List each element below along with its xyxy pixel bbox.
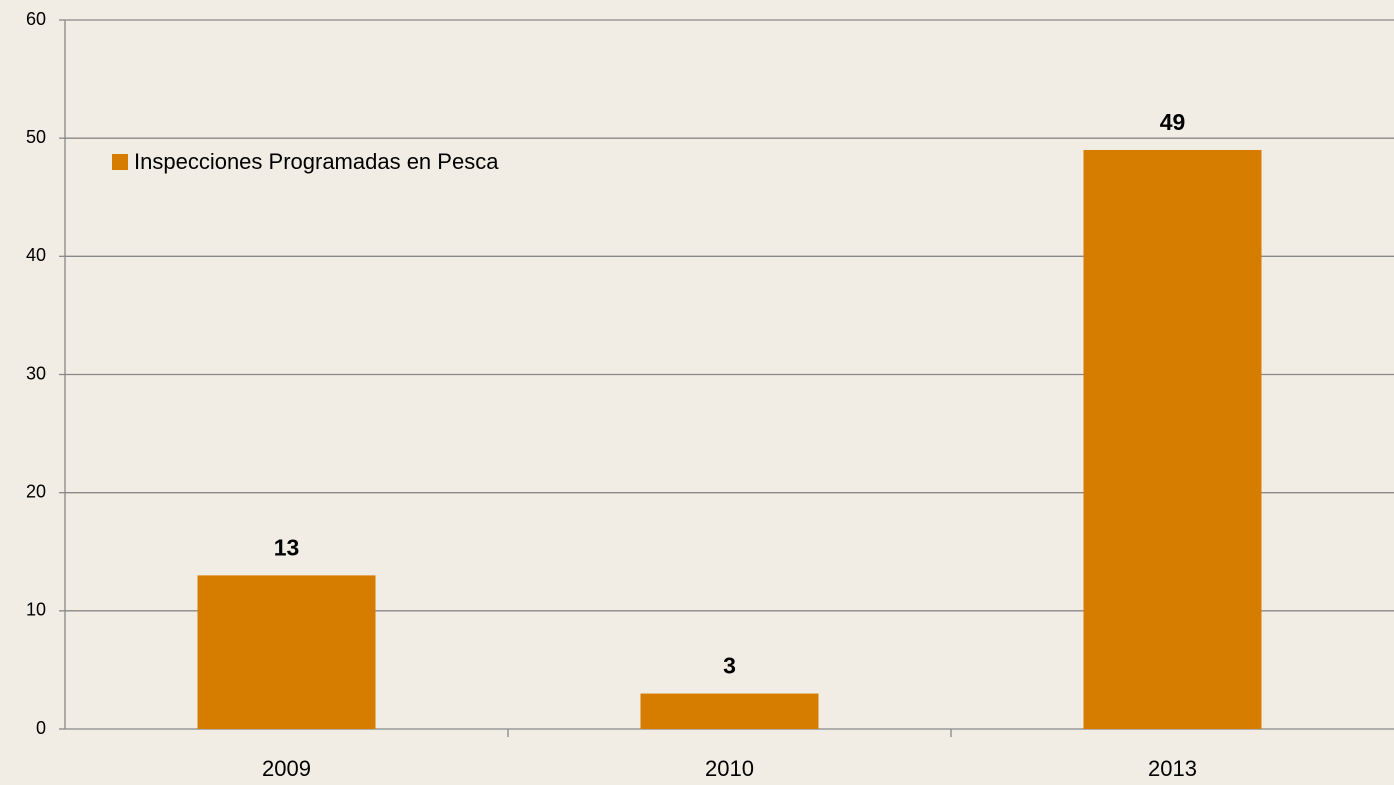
y-tick-label: 10 (26, 600, 46, 620)
y-tick-label: 0 (36, 718, 46, 738)
x-tick-label: 2010 (705, 756, 754, 781)
bar (1083, 149, 1262, 729)
y-tick-label: 30 (26, 363, 46, 383)
legend-label: Inspecciones Programadas en Pesca (134, 149, 499, 174)
y-tick-label: 20 (26, 481, 46, 501)
legend: Inspecciones Programadas en Pesca (112, 146, 552, 178)
bar (640, 693, 819, 729)
x-tick-label: 2013 (1148, 756, 1197, 781)
x-tick-label: 2009 (262, 756, 311, 781)
legend-swatch (112, 154, 128, 170)
data-label: 3 (723, 653, 736, 679)
bar (197, 575, 376, 729)
data-label: 13 (274, 534, 300, 560)
data-label: 49 (1160, 109, 1186, 135)
y-tick-label: 50 (26, 127, 46, 147)
y-tick-label: 60 (26, 9, 46, 29)
y-tick-label: 40 (26, 245, 46, 265)
